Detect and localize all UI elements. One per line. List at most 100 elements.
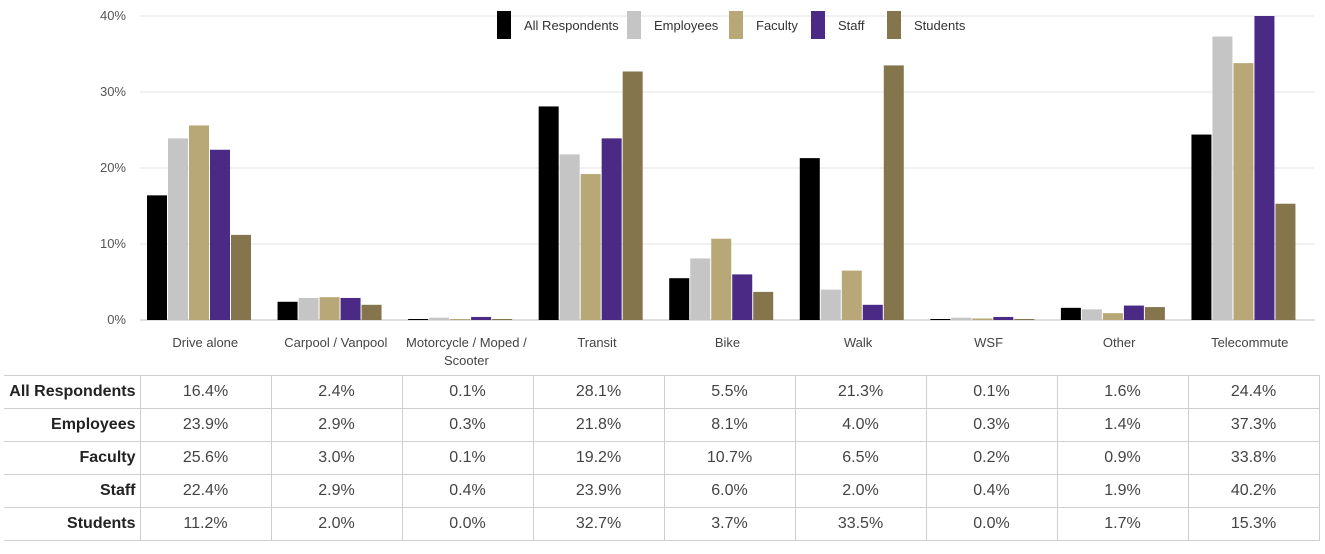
bar bbox=[799, 158, 820, 320]
category-label-line: Drive alone bbox=[172, 335, 238, 350]
bar bbox=[862, 304, 883, 320]
table-cell: 2.0% bbox=[270, 507, 403, 541]
category-label: Walk bbox=[844, 335, 873, 350]
category-label: WSF bbox=[974, 335, 1003, 350]
bars bbox=[147, 16, 1296, 321]
bar bbox=[690, 258, 711, 320]
table-cell: 33.5% bbox=[794, 507, 927, 541]
table-cell: 33.8% bbox=[1187, 441, 1320, 475]
bar bbox=[930, 319, 951, 320]
bar bbox=[429, 317, 450, 320]
bar bbox=[559, 154, 580, 320]
bar bbox=[1144, 307, 1165, 320]
table-cell: 19.2% bbox=[532, 441, 665, 475]
category-label-line: WSF bbox=[974, 335, 1003, 350]
table-row: Students 11.2% 2.0% 0.0% 32.7% 3.7% 33.5% 0.0% 1… bbox=[4, 507, 1320, 541]
table-cell: 0.4% bbox=[925, 474, 1058, 508]
bar bbox=[538, 106, 559, 320]
row-label: Staff bbox=[4, 474, 141, 508]
y-axis-ticks: 0% 10% 20% 30% 40% bbox=[100, 8, 126, 327]
table-cell: 16.4% bbox=[139, 375, 272, 409]
legend-swatch bbox=[627, 11, 641, 39]
legend-label: All Respondents bbox=[524, 18, 619, 33]
bar bbox=[361, 304, 382, 320]
table-cell: 21.8% bbox=[532, 408, 665, 442]
bar bbox=[1081, 309, 1102, 320]
category-label-line: Transit bbox=[577, 335, 617, 350]
row-label: Faculty bbox=[4, 441, 141, 475]
category-label-line: Bike bbox=[715, 335, 740, 350]
bar bbox=[993, 316, 1014, 320]
category-label-line: Other bbox=[1103, 335, 1136, 350]
y-tick-label: 20% bbox=[100, 160, 126, 175]
bar bbox=[231, 234, 251, 320]
table-cell: 2.9% bbox=[270, 408, 403, 442]
category-labels: Drive alone Carpool / Vanpool Motorcycle /… bbox=[172, 335, 1288, 368]
y-tick-label: 0% bbox=[107, 312, 126, 327]
category-label-line: Walk bbox=[844, 335, 873, 350]
bar bbox=[1212, 36, 1233, 321]
table-cell: 0.1% bbox=[925, 375, 1058, 409]
bar bbox=[580, 174, 601, 320]
row-label: Students bbox=[4, 507, 141, 541]
legend-label: Students bbox=[914, 18, 966, 33]
category-label-line: Telecommute bbox=[1211, 335, 1288, 350]
bar bbox=[841, 270, 862, 320]
bar bbox=[277, 301, 298, 320]
category-label: Bike bbox=[715, 335, 740, 350]
bar bbox=[669, 278, 690, 320]
legend: All Respondents Employees Faculty Staff Stud… bbox=[497, 11, 966, 39]
legend-label: Faculty bbox=[756, 18, 798, 33]
y-tick-label: 10% bbox=[100, 236, 126, 251]
table-cell: 10.7% bbox=[663, 441, 796, 475]
table-cell: 24.4% bbox=[1187, 375, 1320, 409]
table-cell: 6.5% bbox=[794, 441, 927, 475]
bar bbox=[168, 138, 188, 320]
row-label: Employees bbox=[4, 408, 141, 442]
table-cell: 3.7% bbox=[663, 507, 796, 541]
table-cell: 6.0% bbox=[663, 474, 796, 508]
table-cell: 0.9% bbox=[1056, 441, 1189, 475]
bar bbox=[601, 138, 622, 320]
bar bbox=[147, 195, 167, 320]
table-cell: 8.1% bbox=[663, 408, 796, 442]
table-row: Faculty 25.6% 3.0% 0.1% 19.2% 10.7% 6.5% 0.2% 0.… bbox=[4, 441, 1320, 475]
legend-swatch bbox=[729, 11, 743, 39]
table-row: Employees 23.9% 2.9% 0.3% 21.8% 8.1% 4.0% 0.3% 1… bbox=[4, 408, 1320, 442]
bar bbox=[1102, 313, 1123, 320]
category-label: Carpool / Vanpool bbox=[284, 335, 387, 350]
category-label-line: Motorcycle / Moped / bbox=[406, 335, 527, 350]
bar bbox=[1233, 63, 1254, 321]
table-cell: 5.5% bbox=[663, 375, 796, 409]
table-cell: 0.3% bbox=[925, 408, 1058, 442]
table-cell: 21.3% bbox=[794, 375, 927, 409]
bar bbox=[1254, 16, 1275, 320]
table-cell: 37.3% bbox=[1187, 408, 1320, 442]
bar bbox=[1123, 305, 1144, 320]
bar bbox=[1014, 319, 1035, 320]
bar bbox=[492, 319, 513, 320]
category-label: Motorcycle / Moped / Scooter bbox=[406, 335, 527, 368]
table-cell: 22.4% bbox=[139, 474, 272, 508]
bar bbox=[622, 71, 643, 320]
table-cell: 40.2% bbox=[1187, 474, 1320, 508]
table-cell: 2.4% bbox=[270, 375, 403, 409]
y-tick-label: 40% bbox=[100, 8, 126, 23]
bar bbox=[972, 318, 993, 320]
table-cell: 23.9% bbox=[532, 474, 665, 508]
table-cell: 1.9% bbox=[1056, 474, 1189, 508]
table-row: All Respondents 16.4% 2.4% 0.1% 28.1% 5.5% 21.… bbox=[4, 375, 1320, 409]
table-cell: 0.0% bbox=[401, 507, 534, 541]
table-cell: 1.4% bbox=[1056, 408, 1189, 442]
category-label: Transit bbox=[577, 335, 617, 350]
table-cell: 2.9% bbox=[270, 474, 403, 508]
legend-swatch bbox=[887, 11, 901, 39]
bar bbox=[820, 289, 841, 320]
bar bbox=[1060, 307, 1081, 320]
bar bbox=[471, 316, 492, 320]
bar bbox=[753, 291, 774, 320]
bar bbox=[408, 319, 429, 320]
table-cell: 1.7% bbox=[1056, 507, 1189, 541]
legend-label: Employees bbox=[654, 18, 719, 33]
legend-label: Staff bbox=[838, 18, 865, 33]
